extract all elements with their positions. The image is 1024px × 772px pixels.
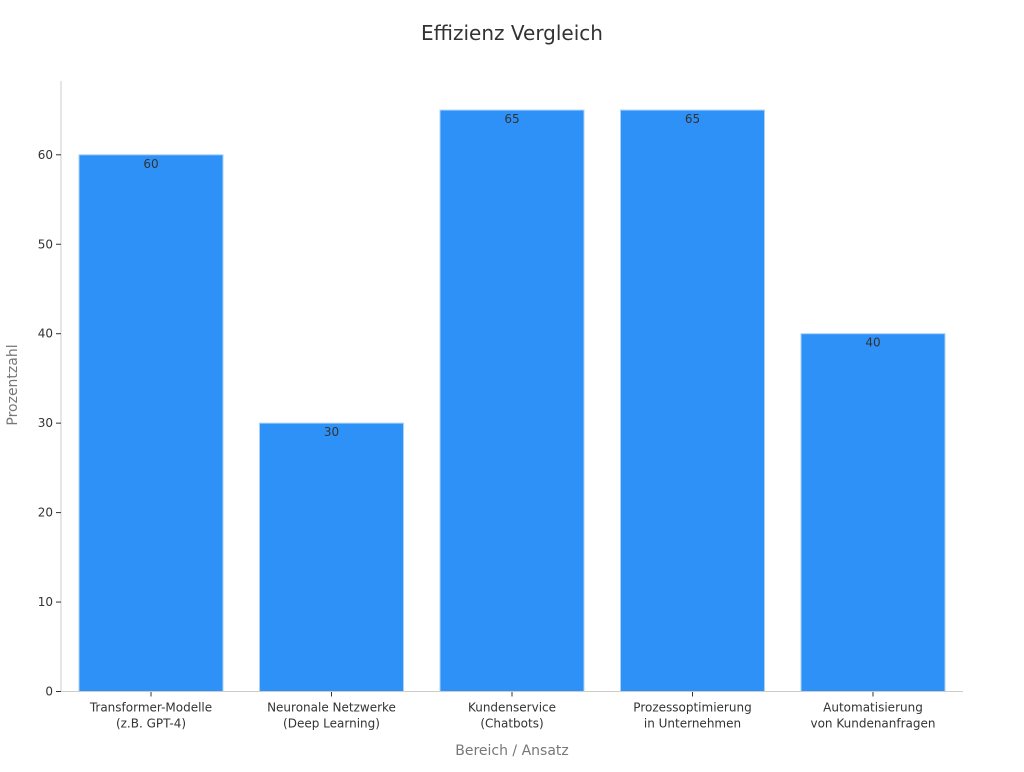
data-label: 65 <box>685 112 700 126</box>
x-tick-label-line: Prozessoptimierung <box>633 701 751 715</box>
y-axis-title: Prozentzahl <box>5 344 21 425</box>
x-tick-label-line: (Chatbots) <box>480 717 543 731</box>
x-tick-label-line: Neuronale Netzwerke <box>267 701 396 715</box>
bar <box>259 422 404 692</box>
x-tick-label: Prozessoptimierung in Unternehmen <box>633 701 751 731</box>
y-tick-label: 40 <box>38 327 53 341</box>
y-tick-label: 20 <box>38 506 53 520</box>
y-tick-label: 50 <box>38 237 53 251</box>
x-tick-label: Kundenservice (Chatbots) <box>468 701 556 731</box>
x-tick-label: Transformer-Modelle (z.B. GPT-4) <box>89 701 212 731</box>
x-tick-label-line: von Kundenanfragen <box>810 717 935 731</box>
data-label: 40 <box>865 336 880 350</box>
data-label: 30 <box>324 425 339 439</box>
data-label: 60 <box>143 157 158 171</box>
bar <box>78 154 224 693</box>
data-label: 65 <box>504 112 519 126</box>
x-tick-label-line: Transformer-Modelle <box>89 701 212 715</box>
y-tick-label: 60 <box>38 148 53 162</box>
x-axis-title: Bereich / Ansatz <box>455 743 569 759</box>
y-tick-label: 0 <box>45 685 53 699</box>
bar <box>620 109 765 692</box>
x-tick-label-line: Automatisierung <box>823 701 923 715</box>
x-tick-label-line: Kundenservice <box>468 701 556 715</box>
labels-layer: 60 Transformer-Modelle (z.B. GPT-4) 30 Neuro… <box>38 112 936 730</box>
x-tick-label-line: in Unternehmen <box>644 717 741 731</box>
axes-layer <box>56 81 963 697</box>
x-tick-label-line: (z.B. GPT-4) <box>116 717 186 731</box>
y-tick-label: 10 <box>38 595 53 609</box>
x-tick-label: Neuronale Netzwerke (Deep Learning) <box>267 701 396 731</box>
x-tick-label-line: (Deep Learning) <box>283 717 380 731</box>
chart-title: Effizienz Vergleich <box>421 21 603 45</box>
x-tick-label: Automatisierung von Kundenanfragen <box>810 701 935 731</box>
bars-layer <box>78 109 946 693</box>
bar <box>800 333 946 692</box>
bar <box>439 109 585 692</box>
y-tick-label: 30 <box>38 416 53 430</box>
